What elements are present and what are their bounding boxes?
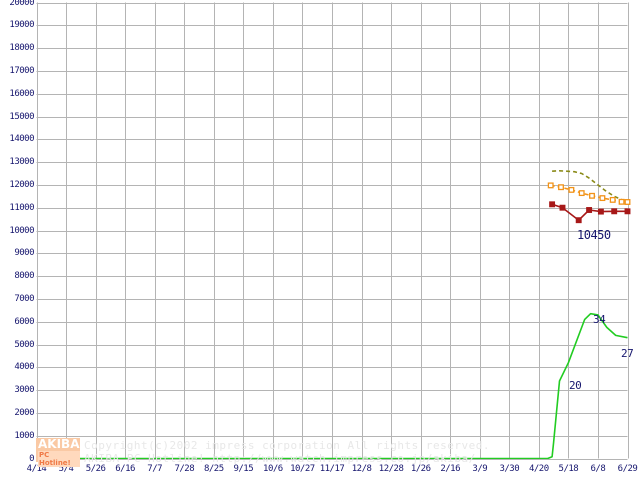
- x-axis-tick-label: 5/26: [85, 463, 106, 474]
- x-axis-tick-label: 6/16: [115, 463, 135, 474]
- series-line-shop-count: [36, 312, 628, 460]
- series-line-max-price: [552, 170, 628, 203]
- y-axis-tick-label: 9000: [14, 248, 34, 259]
- x-axis-tick-label: 7/28: [174, 463, 195, 474]
- y-axis-tick-label: 12000: [9, 179, 34, 190]
- series-marker-avg-price: [558, 184, 564, 191]
- chart-gridlines: [36, 2, 629, 460]
- y-axis-tick-label: 15000: [9, 111, 34, 122]
- x-axis-tick-label: 12/8: [351, 463, 372, 474]
- y-axis-tick-label: 19000: [9, 20, 34, 31]
- series-marker-avg-price: [599, 195, 606, 202]
- x-axis-tick-label: 6/29: [617, 463, 638, 474]
- y-axis-tick-label: 11000: [9, 202, 34, 213]
- x-axis-tick-label: 3/9: [472, 463, 488, 474]
- series-marker-min-price: [575, 217, 582, 224]
- x-axis-tick-label: 11/17: [319, 463, 345, 474]
- y-axis-tick-label: 18000: [9, 43, 34, 54]
- x-axis-tick-label: 8/25: [203, 463, 224, 474]
- y-axis-tick-label: 2000: [14, 407, 34, 418]
- x-axis-tick-label: 9/15: [233, 463, 254, 474]
- chart-axes: [36, 2, 628, 460]
- x-axis-tick-label: 7/7: [147, 463, 163, 474]
- series-marker-avg-price: [568, 186, 575, 193]
- chart-series-layer: [36, 170, 631, 460]
- y-axis-tick-label: 1000: [14, 430, 34, 441]
- y-axis-tick-label: 13000: [9, 157, 34, 168]
- x-axis-tick-label: 12/28: [378, 463, 404, 474]
- x-axis-tick-label: 3/30: [499, 463, 520, 474]
- y-axis-tick-label: 3000: [14, 385, 34, 396]
- y-axis-tick-label: 20000: [9, 0, 34, 8]
- x-axis-tick-label: 10/6: [263, 463, 283, 474]
- series-marker-avg-price: [618, 198, 625, 205]
- y-axis-tick-label: 6000: [14, 316, 34, 327]
- series-marker-min-price: [624, 208, 631, 215]
- series-marker-avg-price: [578, 190, 585, 197]
- y-axis-tick-label: 17000: [9, 65, 34, 76]
- x-axis-tick-label: 1/26: [410, 463, 431, 474]
- y-axis-tick-label: 7000: [14, 293, 34, 304]
- data-point-label: 20: [569, 379, 582, 392]
- series-marker-avg-price: [609, 196, 616, 203]
- y-axis-tick-label: 0: [29, 453, 34, 464]
- data-point-label: 10450: [577, 228, 611, 242]
- series-marker-min-price: [559, 204, 566, 211]
- data-point-label: 34: [593, 313, 606, 326]
- series-marker-avg-price: [547, 182, 554, 189]
- series-marker-avg-price: [624, 199, 631, 205]
- series-marker-min-price: [549, 201, 556, 208]
- y-axis-tick-label: 16000: [9, 88, 34, 99]
- x-axis-tick-label: 4/14: [26, 463, 47, 474]
- y-axis-tick-label: 5000: [14, 339, 34, 350]
- data-point-label: 27: [621, 347, 634, 360]
- y-axis-tick-label: 8000: [14, 271, 34, 282]
- x-axis-tick-label: 5/4: [58, 463, 74, 474]
- series-marker-min-price: [611, 208, 618, 215]
- x-axis-tick-label: 6/8: [590, 463, 606, 474]
- y-axis-tick-label: 14000: [9, 134, 34, 145]
- series-marker-min-price: [586, 207, 593, 213]
- x-axis-tick-label: 2/16: [440, 463, 461, 474]
- x-axis-tick-label: 4/20: [528, 463, 549, 474]
- series-marker-avg-price: [589, 192, 595, 199]
- series-marker-min-price: [597, 208, 604, 215]
- x-axis-tick-label: 10/27: [290, 463, 315, 474]
- x-axis-tick-label: 5/18: [558, 463, 579, 474]
- y-axis-tick-label: 10000: [9, 225, 34, 236]
- y-axis-tick-label: 4000: [14, 362, 34, 373]
